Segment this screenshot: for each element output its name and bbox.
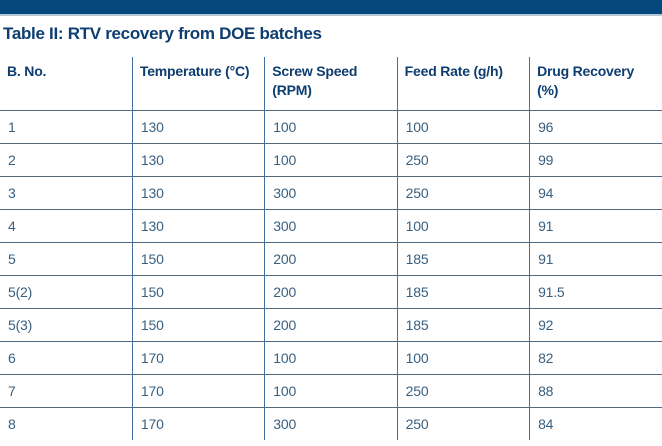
table-cell: 91.5 [529,274,662,308]
table-cell: 150 [131,241,265,275]
table-cell: 100 [396,208,530,242]
table-cell: 94 [529,175,662,209]
table-row: 5 150 200 185 91 [0,241,662,275]
header-cell: Screw Speed (RPM) [264,57,398,110]
table-body: 1 130 100 100 96 2 130 100 250 99 3 130 300 250 94 4 130… [0,109,662,440]
table-cell: 92 [529,307,662,341]
table-cell: 200 [264,241,398,275]
table-cell: 250 [396,142,530,176]
table-row: 7 170 100 250 88 [0,373,662,407]
table-row: 3 130 300 250 94 [0,175,662,209]
table-cell: 130 [131,208,265,242]
table-row: 5(3) 150 200 185 92 [0,307,662,341]
table-cell: 7 [0,373,133,407]
table-cell: 100 [264,373,398,407]
table-cell: 300 [264,175,398,209]
header-cell: Feed Rate (g/h) [396,57,530,110]
table-cell: 300 [264,208,398,242]
table-row: 1 130 100 100 96 [0,109,662,143]
table-cell: 8 [0,406,133,440]
table-cell: 200 [264,274,398,308]
table-cell: 185 [396,307,530,341]
table-cell: 84 [529,406,662,440]
table-cell: 100 [264,142,398,176]
header-row: B. No. Temperature (°C) Screw Speed (RPM) F… [0,57,662,110]
table-cell: 185 [396,274,530,308]
table-row: 4 130 300 100 91 [0,208,662,242]
table-cell: 250 [396,373,530,407]
table-cell: 1 [0,109,133,143]
header-cell: B. No. [7,63,47,79]
table-cell: 4 [0,208,133,242]
table-cell: 100 [396,340,530,374]
table-cell: 91 [529,208,662,242]
table-row: 5(2) 150 200 185 91.5 [0,274,662,308]
table-cell: 2 [0,142,133,176]
table-cell: 130 [131,142,265,176]
table-cell: 6 [0,340,133,374]
table-row: 6 170 100 100 82 [0,340,662,374]
table-cell: 150 [131,307,265,341]
table-cell: 250 [396,175,530,209]
table-cell: 100 [264,109,398,143]
table-header: B. No. Temperature (°C) Screw Speed (RPM) F… [0,57,662,110]
table-cell: 250 [396,406,530,440]
table-cell: 130 [131,109,265,143]
top-accent-bar [0,0,662,16]
table-cell: 82 [529,340,662,374]
page-title: Table II: RTV recovery from DOE batches [3,24,322,43]
table-cell: 88 [529,373,662,407]
table-cell: 96 [529,109,662,143]
table-cell: 100 [396,109,530,143]
header-cell: Temperature (°C) [131,57,265,110]
table-cell: 200 [264,307,398,341]
doe-batches-table: B. No. Temperature (°C) Screw Speed (RPM) F… [0,57,662,440]
table-cell: 130 [131,175,265,209]
header-cell: Drug Recovery (%) [529,57,662,110]
table-cell: 170 [131,373,265,407]
table-cell: 5(3) [0,307,133,341]
table-row: 8 170 300 250 84 [0,406,662,440]
table-cell: 170 [131,340,265,374]
table-cell: 100 [264,340,398,374]
table-cell: 5(2) [0,274,133,308]
table-cell: 170 [131,406,265,440]
table-cell: 99 [529,142,662,176]
table-cell: 150 [131,274,265,308]
table-row: 2 130 100 250 99 [0,142,662,176]
table-cell: 300 [264,406,398,440]
table-cell: 91 [529,241,662,275]
table-cell: 185 [396,241,530,275]
table-cell: 5 [0,241,133,275]
table-cell: 3 [0,175,133,209]
